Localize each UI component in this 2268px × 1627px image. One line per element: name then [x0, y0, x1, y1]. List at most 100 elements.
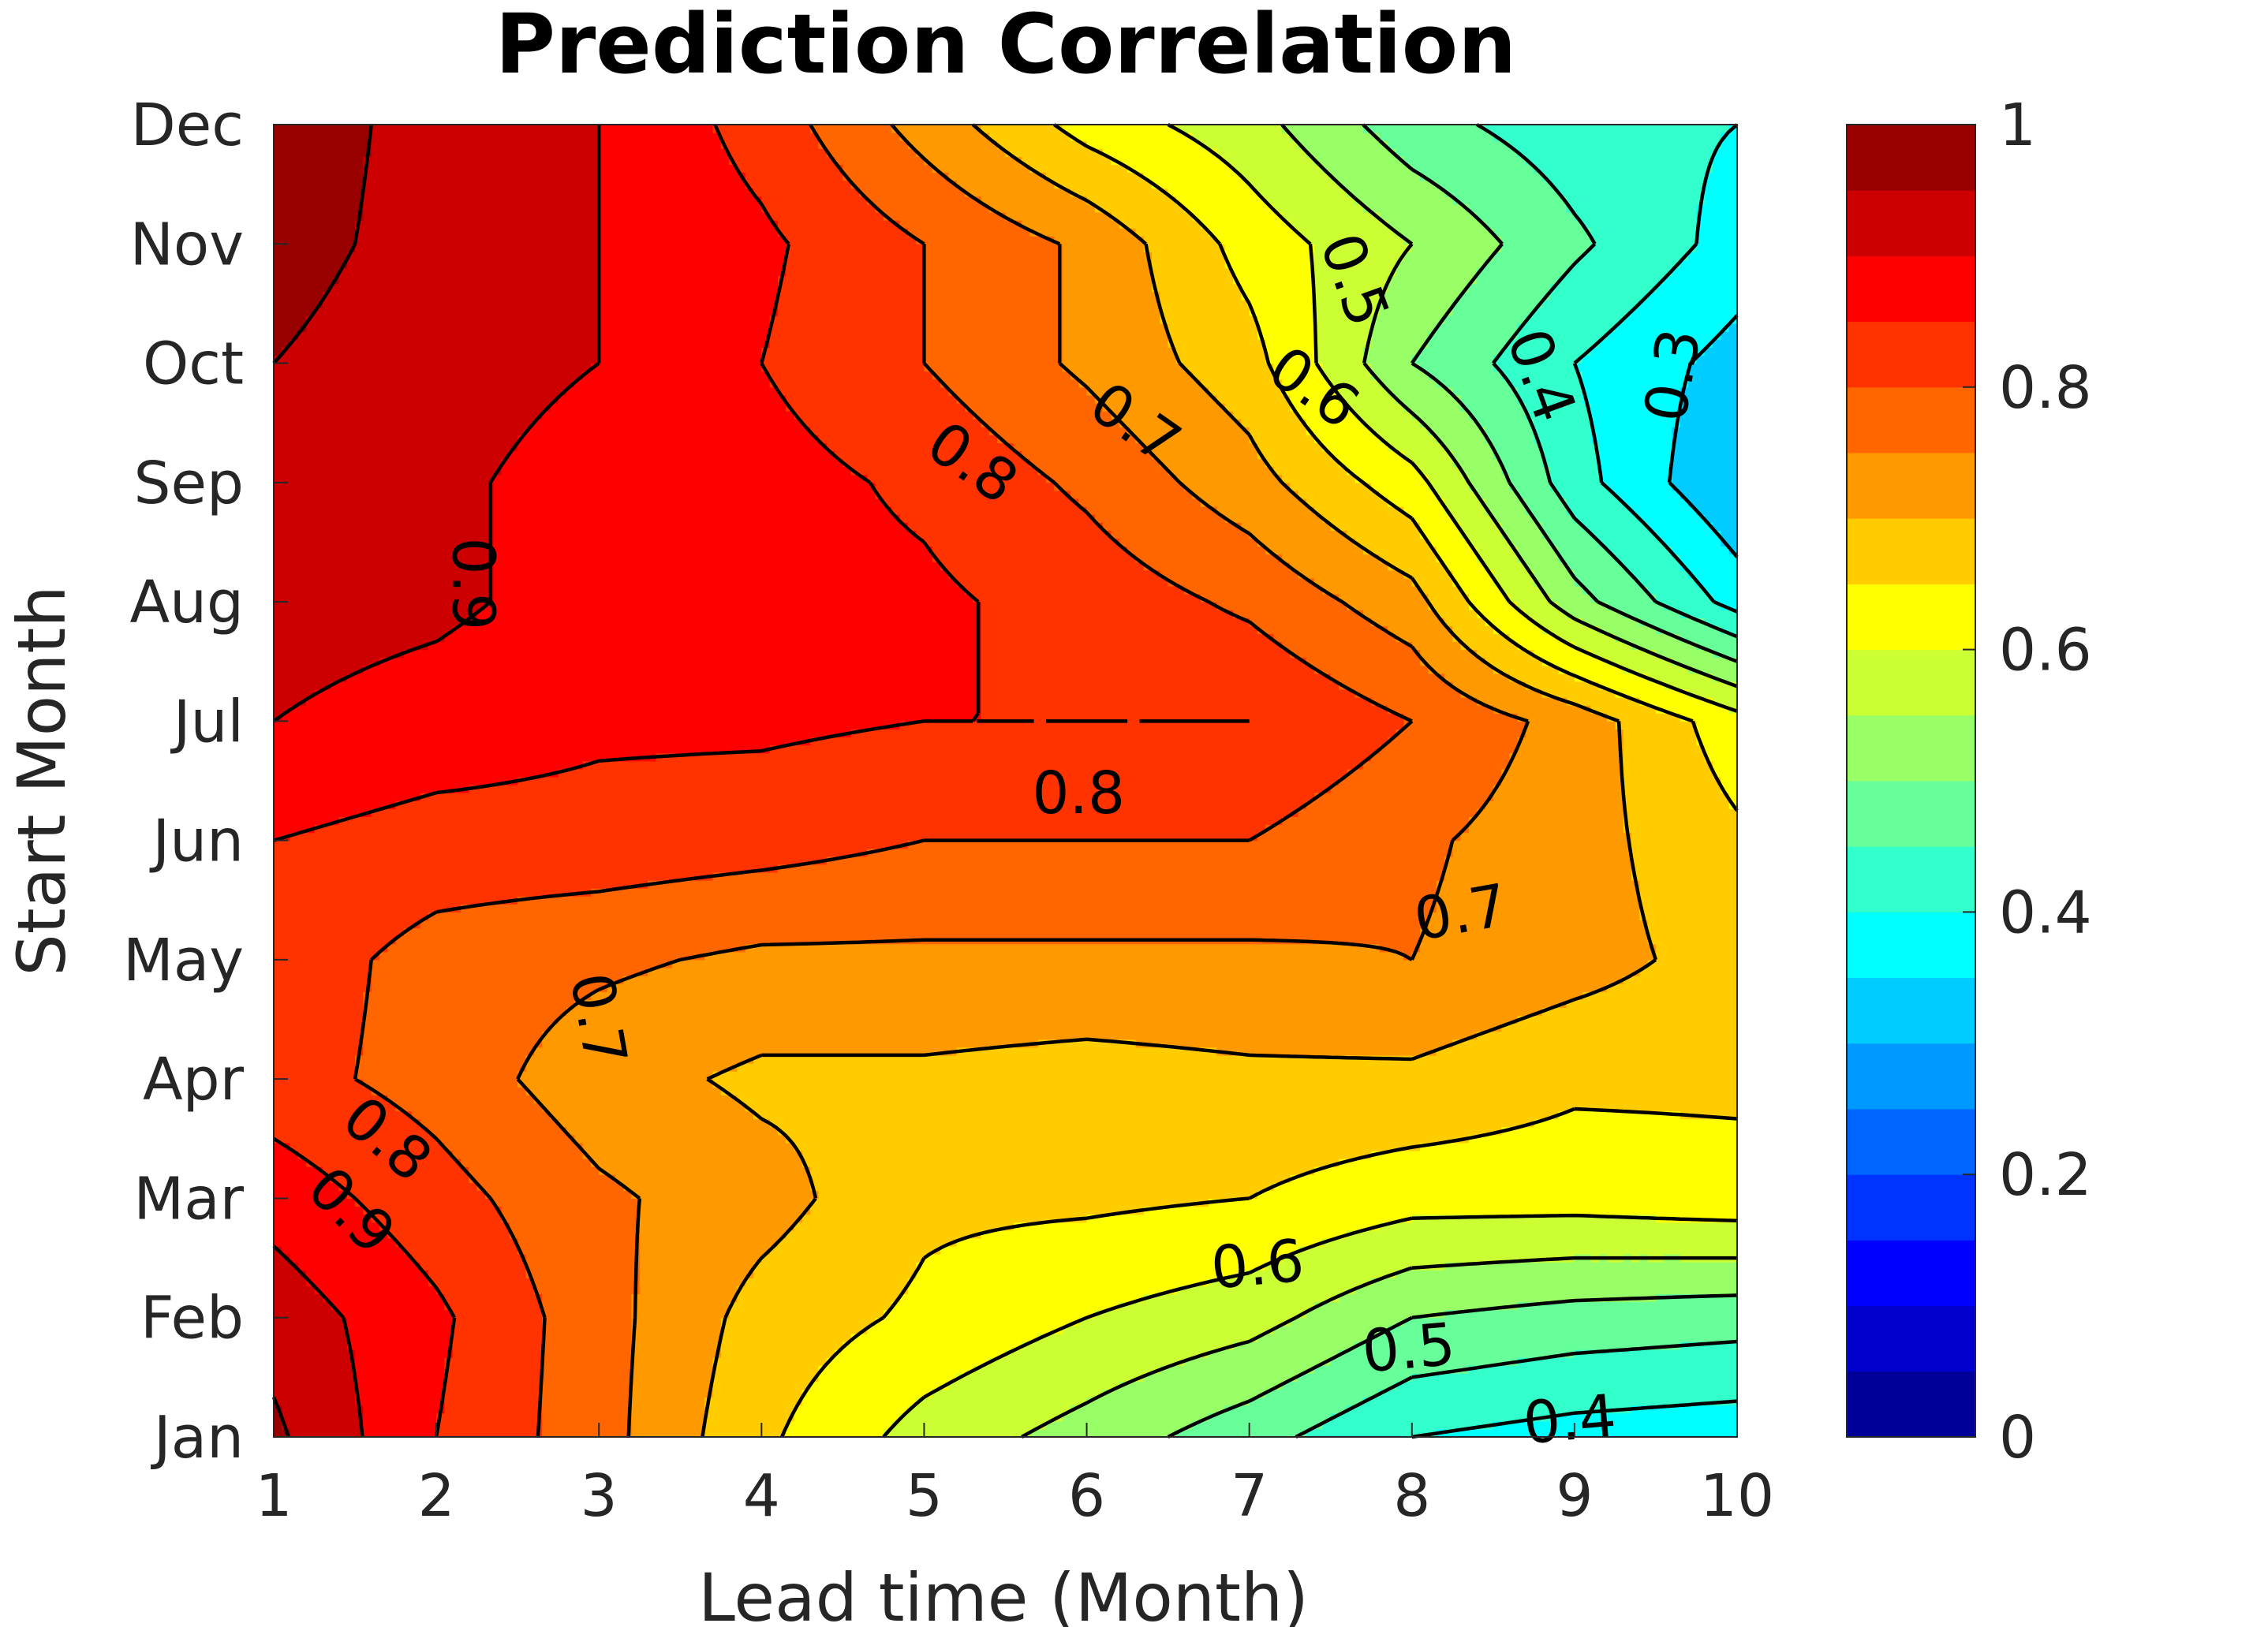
contour-fill-cell	[981, 618, 1250, 626]
contour-fill-cell	[1664, 538, 1721, 547]
contour-fill-cell	[274, 339, 291, 348]
contour-fill-cell	[599, 172, 746, 181]
x-tick-label: 5	[906, 1462, 943, 1530]
contour-fill-cell	[769, 1118, 1534, 1128]
contour-fill-cell	[1062, 125, 1177, 133]
contour-fill-cell	[274, 125, 372, 133]
colorbar-swatch	[1847, 1371, 1975, 1438]
contour-fill-cell	[1029, 1428, 1177, 1438]
colorbar-tick-label: 0.4	[1999, 879, 2092, 946]
contour-fill-cell	[1477, 211, 1575, 221]
contour-fill-cell	[924, 1254, 1283, 1263]
contour-fill-cell	[533, 1278, 641, 1286]
contour-fill-cell	[1558, 275, 1665, 285]
contour-fill-cell	[745, 1278, 909, 1286]
contour-fill-cell	[274, 793, 421, 801]
contour-fill-cell	[1347, 530, 1421, 539]
contour-fill-cell	[274, 1047, 364, 1056]
contour-fill-cell	[1420, 530, 1462, 539]
contour-fill-cell	[274, 1301, 331, 1311]
contour-fill-cell	[1501, 458, 1543, 468]
contour-fill-cell	[395, 800, 1307, 809]
contour-fill-cell	[371, 1087, 527, 1095]
contour-fill-cell	[1078, 498, 1201, 507]
contour-fill-cell	[1509, 673, 1575, 682]
contour-fill-cell	[525, 1054, 754, 1064]
contour-fill-cell	[599, 156, 730, 166]
contour-fill-cell	[1444, 673, 1511, 682]
contour-fill-cell	[1420, 585, 1462, 595]
contour-fill-cell	[786, 1420, 892, 1430]
contour-label: 0.5	[1359, 1311, 1458, 1386]
contour-fill-cell	[331, 283, 600, 293]
contour-fill-cell	[1322, 363, 1372, 372]
contour-fill-cell	[493, 1198, 641, 1207]
contour-fill-cell	[1086, 140, 1201, 149]
contour-fill-cell	[355, 1071, 518, 1080]
contour-fill-cell	[1249, 307, 1315, 316]
contour-fill-cell	[1428, 538, 1470, 547]
contour-fill-cell	[1403, 450, 1453, 460]
contour-fill-cell	[274, 132, 372, 141]
contour-fill-cell	[509, 1222, 641, 1231]
contour-fill-cell	[712, 1365, 820, 1374]
contour-fill-cell	[1444, 618, 1486, 626]
contour-fill-cell	[1680, 713, 1738, 722]
contour-fill-cell	[1664, 681, 1738, 690]
x-tick-label: 6	[1068, 1462, 1105, 1530]
contour-fill-cell	[1493, 665, 1559, 674]
contour-fill-cell	[1590, 236, 1698, 244]
contour-fill-cell	[363, 156, 600, 166]
contour-fill-cell	[1615, 323, 1730, 332]
contour-fill-cell	[1281, 554, 1381, 563]
contour-fill-cell	[436, 1134, 575, 1144]
contour-fill-cell	[924, 244, 1063, 252]
contour-fill-cell	[355, 236, 600, 244]
contour-fill-cell	[314, 689, 982, 698]
contour-fill-cell	[924, 259, 1063, 269]
contour-fill-cell	[948, 386, 1088, 396]
contour-fill-cell	[1574, 569, 1632, 579]
contour-fill-cell	[1509, 140, 1721, 149]
contour-fill-cell	[1379, 299, 1453, 308]
contour-fill-cell	[274, 1054, 356, 1064]
contour-fill-cell	[1379, 1389, 1738, 1398]
contour-fill-cell	[274, 1381, 356, 1390]
contour-fill-cell	[956, 577, 1169, 587]
contour-fill-cell	[1070, 188, 1169, 197]
contour-fill-cell	[769, 211, 884, 221]
contour-fill-cell	[1086, 506, 1218, 515]
contour-fill-cell	[469, 1174, 616, 1183]
contour-fill-cell	[274, 196, 364, 205]
contour-fill-cell	[631, 1325, 722, 1334]
contour-fill-cell	[875, 203, 990, 213]
contour-fill-cell	[1216, 148, 1307, 157]
contour-fill-cell	[1054, 236, 1145, 244]
contour-fill-cell	[533, 1047, 958, 1056]
contour-fill-cell	[1713, 649, 1738, 659]
contour-fill-cell	[1371, 752, 1511, 762]
contour-fill-cell	[1696, 220, 1738, 229]
contour-fill-cell	[582, 760, 1364, 770]
contour-fill-cell	[981, 697, 1372, 706]
contour-fill-cell	[639, 1237, 779, 1247]
contour-fill-cell	[371, 967, 648, 976]
contour-fill-cell	[274, 498, 494, 507]
contour-fill-cell	[493, 474, 868, 483]
contour-fill-cell	[1290, 649, 1421, 659]
contour-fill-cell	[867, 474, 1047, 483]
contour-lines	[271, 123, 1739, 1439]
contour-fill-cell	[1249, 618, 1372, 626]
contour-fill-cell	[786, 402, 966, 412]
contour-fill-cell	[1623, 800, 1730, 809]
contour-fill-cell	[1005, 1349, 1209, 1358]
contour-fill-cell	[274, 1286, 316, 1295]
contour-fill-cell	[1298, 569, 1405, 579]
contour-fill-cell	[997, 140, 1088, 149]
contour-fill-cell	[274, 1007, 364, 1017]
contour-fill-cell	[1387, 140, 1511, 149]
contour-fill-cell	[517, 896, 1437, 905]
contour-fill-cell	[542, 1349, 633, 1358]
contour-fill-cell	[306, 1159, 461, 1167]
